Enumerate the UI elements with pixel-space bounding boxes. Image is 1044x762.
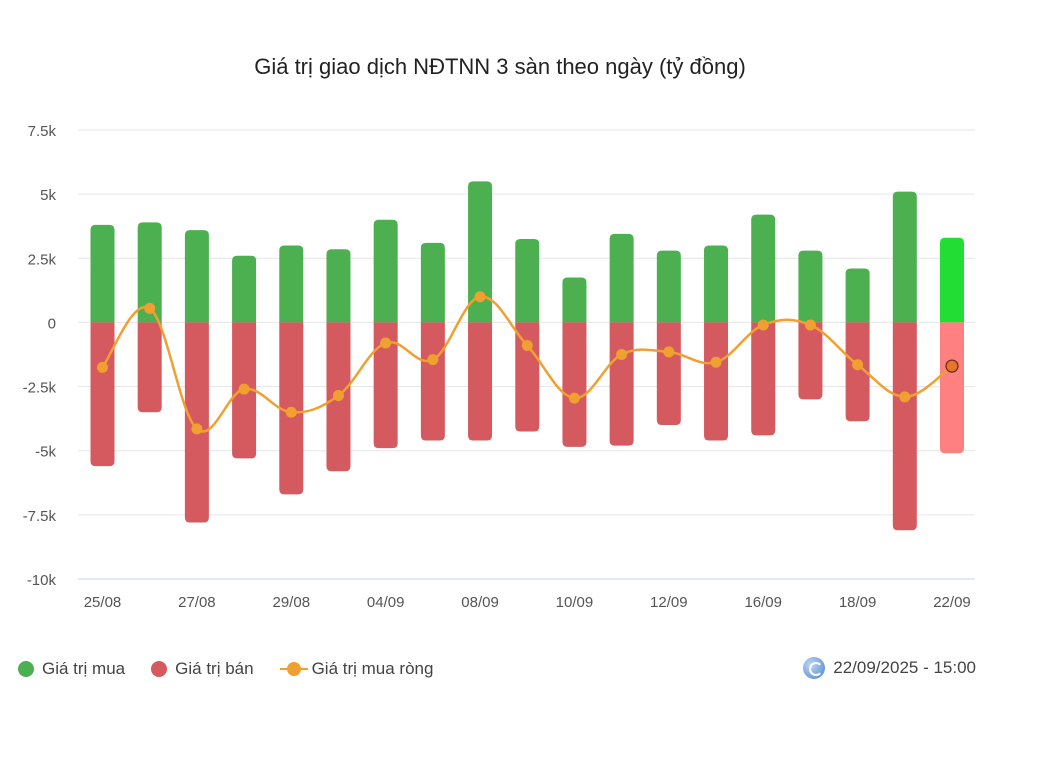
- y-tick-label: 0: [48, 315, 56, 332]
- bar-buy: [184, 230, 209, 323]
- y-tick-label: -2.5k: [23, 380, 57, 397]
- net-point: [332, 390, 344, 402]
- bar-buy: [137, 222, 162, 323]
- net-point: [285, 406, 297, 418]
- bar-buy: [704, 245, 729, 323]
- bar-sell: [704, 322, 729, 441]
- net-point: [380, 337, 392, 349]
- x-tick-label: 27/08: [178, 594, 216, 611]
- bar-buy: [468, 181, 493, 323]
- bar-buy: [751, 214, 776, 323]
- bar-buy: [892, 191, 917, 323]
- bar-buy: [656, 250, 681, 323]
- net-point: [521, 340, 533, 352]
- x-tick-label: 08/09: [461, 594, 499, 611]
- bar-buy: [90, 224, 115, 323]
- net-point: [945, 359, 959, 373]
- x-tick-label: 16/09: [744, 594, 782, 611]
- y-tick-label: 5k: [40, 187, 56, 204]
- net-point: [238, 383, 250, 395]
- net-point: [757, 319, 769, 331]
- net-point: [616, 349, 628, 360]
- chart-title: Giá trị giao dịch NĐTNN 3 sàn theo ngày …: [254, 54, 746, 79]
- net-point: [710, 356, 722, 368]
- bar-buy: [940, 237, 964, 323]
- net-line: [101, 295, 953, 433]
- bar-buy: [609, 233, 634, 323]
- bar-sell: [90, 322, 115, 467]
- x-tick-label: 04/09: [367, 594, 405, 611]
- net-point: [804, 319, 816, 331]
- x-tick-label: 18/09: [839, 594, 877, 611]
- legend-buy-label: Giá trị mua: [42, 659, 126, 678]
- net-point: [663, 346, 675, 358]
- bar-buy: [279, 245, 304, 323]
- y-tick-label: 2.5k: [28, 251, 57, 268]
- net-point: [568, 392, 580, 404]
- net-point: [474, 291, 486, 303]
- legend-buy-marker: [18, 661, 34, 677]
- bar-sell: [373, 322, 398, 449]
- timestamp: 22/09/2025 - 15:00: [803, 657, 976, 679]
- bar-sell: [609, 322, 634, 446]
- bar-buy: [845, 268, 870, 323]
- net-point: [852, 359, 864, 371]
- x-tick-label: 22/09: [933, 594, 971, 611]
- bar-sell: [562, 322, 587, 447]
- legend-sell-marker: [151, 661, 168, 677]
- y-tick-label: 7.5k: [28, 123, 57, 140]
- net-point: [191, 423, 203, 435]
- bar-buy: [420, 242, 445, 323]
- bar-sell: [940, 322, 964, 454]
- x-tick-label: 25/08: [84, 594, 122, 611]
- net-point: [899, 391, 911, 403]
- x-tick-label: 12/09: [650, 594, 688, 611]
- y-tick-label: -7.5k: [23, 508, 57, 525]
- bar-sell: [468, 322, 493, 441]
- legend-sell-label: Giá trị bán: [175, 659, 254, 678]
- bar-sell: [420, 322, 445, 441]
- net-point: [97, 361, 108, 373]
- bar-buy: [515, 239, 540, 323]
- legend-item-buy[interactable]: Giá trị mua: [18, 659, 125, 679]
- legend: Giá trị mua Giá trị bán Giá trị mua ròng: [18, 659, 459, 679]
- legend-item-sell[interactable]: Giá trị bán: [151, 659, 254, 679]
- bar-buy: [326, 249, 351, 323]
- legend-item-net[interactable]: Giá trị mua ròng: [279, 659, 434, 679]
- bar-sell: [798, 322, 823, 400]
- net-point: [427, 354, 439, 366]
- x-tick-label: 10/09: [556, 594, 594, 611]
- x-tick-label: 29/08: [273, 594, 311, 611]
- net-point: [144, 302, 156, 314]
- chart-plot: 7.5k 5k 2.5k 0 -2.5k -5k -7.5k -10k 25/08 27/08 29…: [23, 123, 975, 611]
- bar-sell: [892, 322, 917, 531]
- bar-sell: [137, 322, 162, 413]
- bar-sell: [656, 322, 681, 426]
- bar-sell: [184, 322, 209, 523]
- bar-buy: [373, 219, 398, 323]
- timestamp-text: 22/09/2025 - 15:00: [833, 658, 976, 677]
- y-tick-label: -5k: [35, 444, 56, 461]
- bar-sell: [751, 322, 776, 436]
- y-tick-label: -10k: [27, 572, 57, 589]
- bar-buy: [562, 277, 587, 323]
- refresh-icon[interactable]: [803, 657, 826, 679]
- bar-buy: [798, 250, 823, 323]
- bar-sell: [845, 322, 870, 422]
- bar-buy: [232, 255, 257, 323]
- bar-sell: [515, 322, 540, 432]
- legend-net-marker: [279, 661, 308, 677]
- legend-net-label: Giá trị mua ròng: [311, 659, 434, 678]
